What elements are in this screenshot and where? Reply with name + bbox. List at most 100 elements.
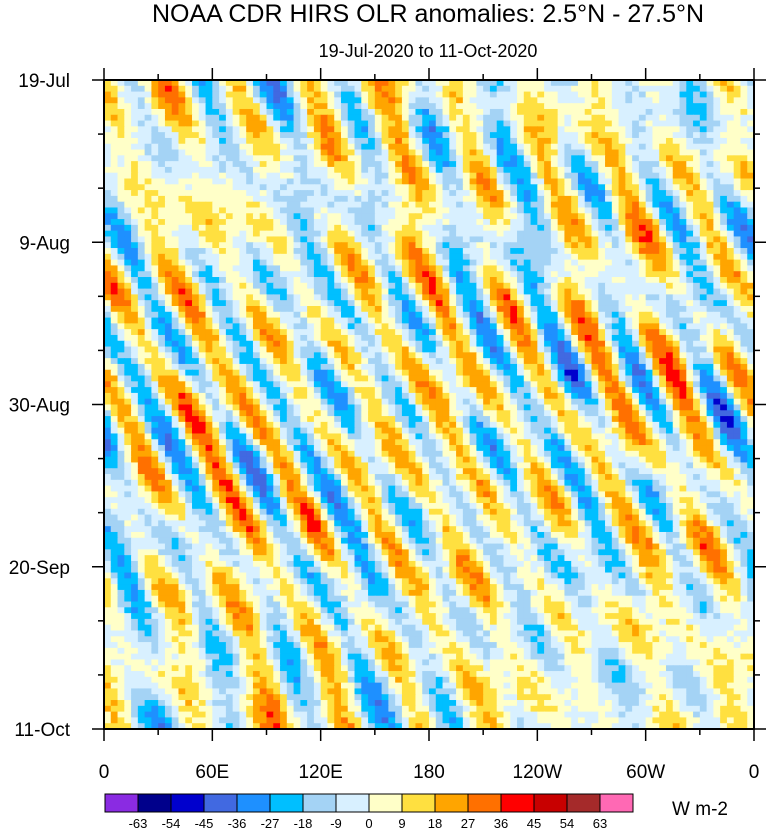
- heatmap-cell: [638, 132, 647, 139]
- heatmap-cell: [232, 271, 241, 278]
- heatmap-cell: [422, 329, 430, 336]
- heatmap-cell: [665, 271, 674, 278]
- heatmap-cell: [144, 108, 152, 116]
- heatmap-cell: [347, 190, 356, 197]
- heatmap-cell: [158, 195, 166, 203]
- heatmap-cell: [611, 271, 620, 278]
- heatmap-cell: [618, 311, 626, 319]
- heatmap-cell: [435, 143, 444, 151]
- heatmap-cell: [659, 207, 667, 214]
- heatmap-cell: [239, 265, 247, 272]
- heatmap-cell: [476, 346, 484, 353]
- heatmap-cell: [645, 352, 654, 359]
- heatmap-cell: [740, 126, 748, 133]
- heatmap-cell: [252, 126, 261, 133]
- heatmap-cell: [625, 97, 633, 104]
- heatmap-cell: [381, 91, 389, 98]
- heatmap-cell: [151, 340, 159, 348]
- heatmap-cell: [577, 311, 586, 319]
- heatmap-cell: [625, 340, 633, 348]
- heatmap-cell: [686, 253, 694, 261]
- heatmap-cell: [665, 340, 674, 348]
- heatmap-cell: [340, 207, 349, 214]
- heatmap-cell: [740, 294, 748, 301]
- heatmap-cell: [598, 317, 606, 324]
- heatmap-cell: [313, 126, 322, 133]
- heatmap-cell: [510, 236, 518, 243]
- heatmap-cell: [198, 311, 207, 319]
- heatmap-cell: [503, 155, 511, 162]
- heatmap-cell: [273, 184, 281, 191]
- heatmap-cell: [435, 137, 444, 145]
- heatmap-cell: [144, 363, 152, 371]
- heatmap-cell: [652, 184, 660, 191]
- heatmap-cell: [503, 334, 511, 342]
- heatmap-cell: [584, 352, 593, 359]
- heatmap-cell: [422, 85, 430, 93]
- heatmap-cell: [591, 161, 599, 168]
- heatmap-cell: [307, 323, 315, 330]
- heatmap-cell: [523, 120, 532, 127]
- heatmap-cell: [537, 126, 545, 133]
- heatmap-cell: [171, 190, 180, 197]
- heatmap-cell: [239, 288, 247, 295]
- heatmap-cell: [659, 213, 667, 220]
- heatmap-cell: [225, 352, 234, 359]
- heatmap-cell: [747, 132, 755, 139]
- heatmap-cell: [178, 346, 186, 353]
- heatmap-cell: [225, 253, 234, 261]
- heatmap-cell: [564, 253, 572, 261]
- heatmap-cell: [605, 114, 613, 122]
- heatmap-cell: [584, 334, 593, 342]
- heatmap-cell: [577, 108, 586, 116]
- heatmap-cell: [104, 305, 112, 313]
- heatmap-cell: [577, 236, 586, 243]
- heatmap-cell: [327, 166, 335, 174]
- heatmap-cell: [198, 120, 207, 127]
- heatmap-cell: [232, 346, 241, 353]
- heatmap-cell: [496, 201, 505, 209]
- heatmap-cell: [638, 317, 647, 324]
- heatmap-cell: [185, 184, 193, 191]
- heatmap-cell: [192, 340, 200, 348]
- heatmap-cell: [104, 265, 112, 272]
- heatmap-cell: [679, 219, 687, 226]
- heatmap-cell: [408, 190, 417, 197]
- heatmap-cell: [733, 213, 742, 220]
- heatmap-cell: [665, 282, 674, 290]
- heatmap-cell: [313, 155, 322, 162]
- heatmap-cell: [483, 300, 491, 307]
- heatmap-cell: [632, 300, 640, 307]
- heatmap-cell: [686, 195, 694, 203]
- heatmap-cell: [679, 265, 687, 272]
- heatmap-cell: [266, 294, 274, 301]
- heatmap-cell: [503, 190, 511, 197]
- heatmap-cell: [239, 219, 247, 226]
- heatmap-cell: [422, 236, 430, 243]
- heatmap-cell: [605, 137, 613, 145]
- heatmap-cell: [449, 363, 457, 371]
- heatmap-cell: [652, 259, 660, 267]
- heatmap-cell: [483, 294, 491, 301]
- heatmap-cell: [293, 230, 301, 238]
- heatmap-cell: [659, 369, 667, 377]
- heatmap-cell: [192, 166, 200, 174]
- heatmap-cell: [659, 230, 667, 238]
- heatmap-cell: [300, 329, 308, 336]
- heatmap-cell: [259, 108, 268, 116]
- heatmap-cell: [740, 288, 748, 295]
- heatmap-cell: [205, 126, 213, 133]
- heatmap-cell: [219, 358, 227, 365]
- heatmap-cell: [429, 166, 437, 174]
- heatmap-cell: [483, 248, 491, 255]
- heatmap-cell: [598, 85, 606, 93]
- heatmap-cell: [117, 288, 125, 295]
- heatmap-cell: [124, 282, 132, 290]
- heatmap-cell: [733, 288, 742, 295]
- heatmap-cell: [395, 253, 403, 261]
- heatmap-cell: [280, 288, 288, 295]
- heatmap-cell: [713, 166, 721, 174]
- heatmap-cell: [442, 172, 450, 180]
- heatmap-cell: [726, 230, 735, 238]
- heatmap-cell: [381, 236, 389, 243]
